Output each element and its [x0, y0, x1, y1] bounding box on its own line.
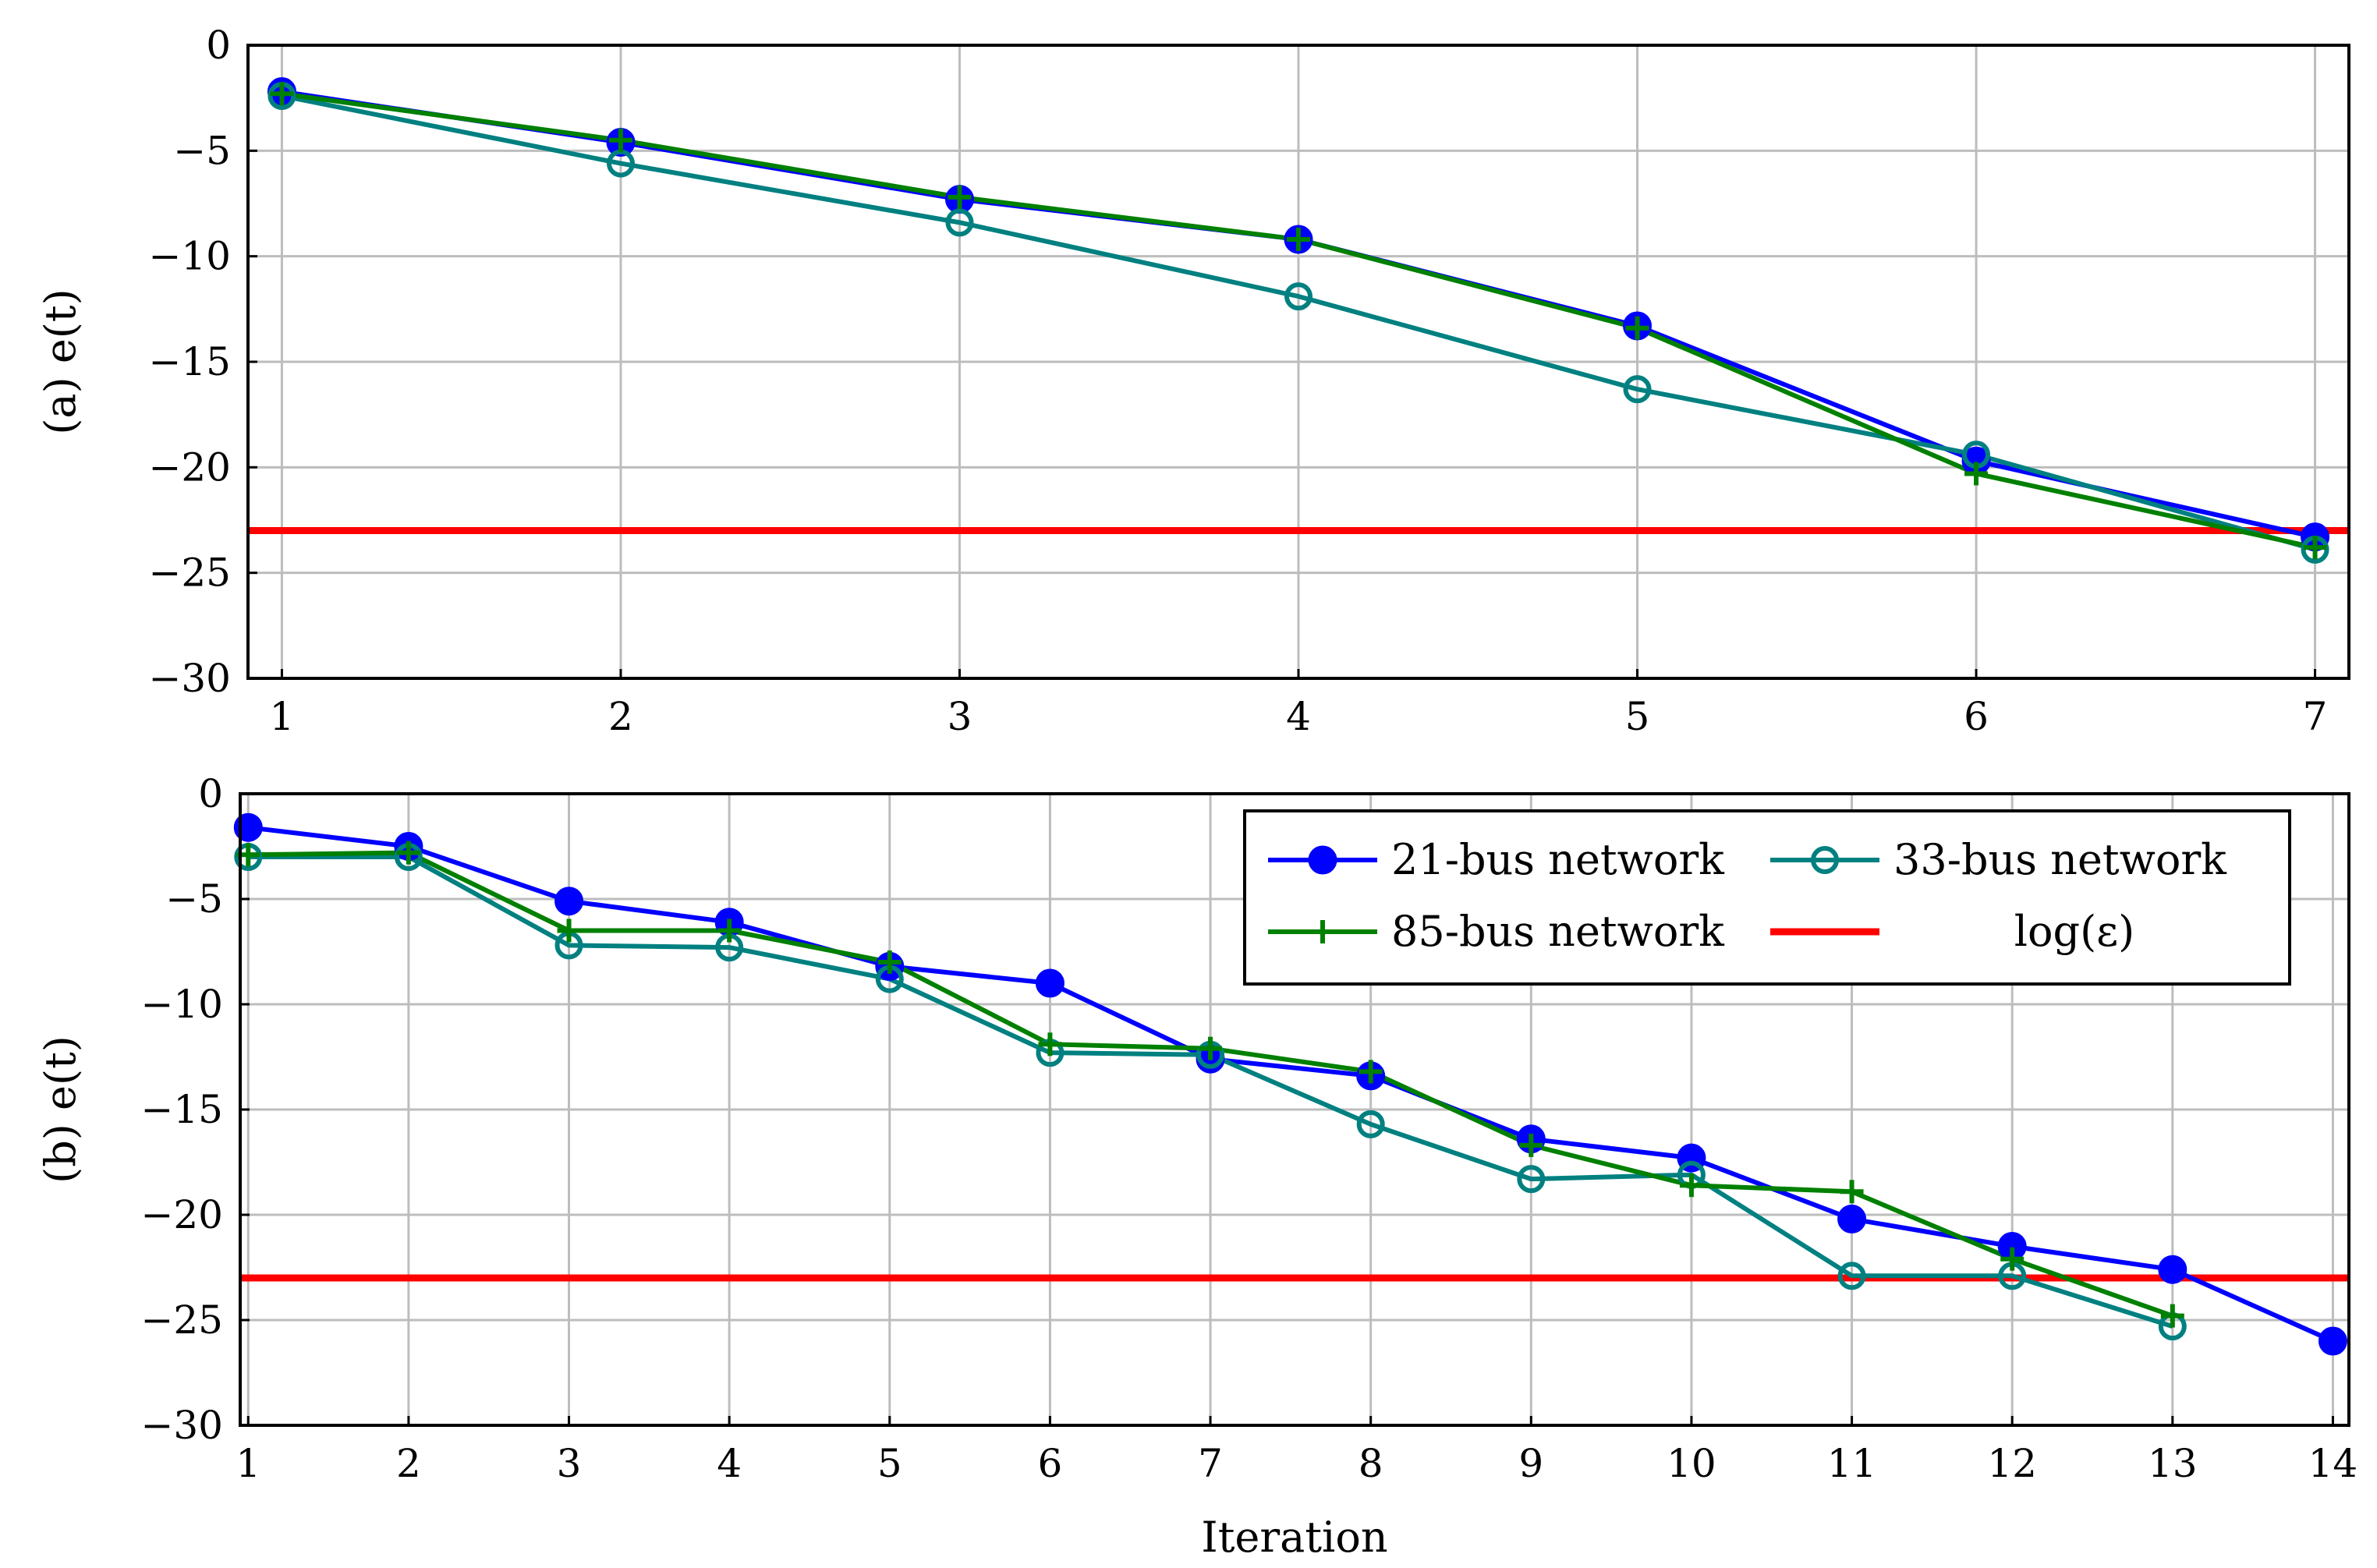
- panel-a-point-bus85-4: [1287, 228, 1310, 252]
- legend-label-threshold: log(ε): [2014, 907, 2134, 956]
- panel-b-xtick-label-9: 9: [1518, 1441, 1543, 1486]
- panel-a-ytick-label-1: −5: [173, 128, 231, 173]
- panel-a-point-bus85-3: [948, 185, 972, 209]
- panel-b-point-bus85-2: [396, 841, 420, 865]
- legend-marker-bus85: [1311, 920, 1334, 943]
- panel-b-point-bus33-8: [1356, 1110, 1385, 1138]
- legend-marker-bus33: [1811, 846, 1839, 874]
- panel-b-point-bus85-3: [557, 919, 581, 943]
- panel-a-xtick-label-7: 7: [2303, 694, 2328, 739]
- panel-b-xtick-label-4: 4: [717, 1441, 742, 1486]
- panel-b-ytick-label-1: −5: [165, 876, 223, 922]
- panel-b-xtick-label-1: 1: [236, 1441, 260, 1486]
- legend-box: [1243, 809, 2291, 986]
- panel-b-xtick-label-2: 2: [396, 1441, 421, 1486]
- panel-b-xtick-label-11: 11: [1827, 1441, 1877, 1486]
- panel-b-point-bus85-5: [877, 950, 902, 974]
- panel-b-xtick-label-10: 10: [1667, 1441, 1716, 1486]
- panel-b-point-bus85-8: [1359, 1060, 1383, 1084]
- panel-b-point-bus21-13: [2158, 1255, 2187, 1284]
- panel-a-xtick-label-5: 5: [1625, 694, 1650, 739]
- legend-label-bus85: 85-bus network: [1391, 907, 1725, 956]
- panel-b-xtick-label-6: 6: [1038, 1441, 1063, 1486]
- panel-a-point-bus33-4: [1284, 282, 1312, 311]
- legend-label-bus33: 33-bus network: [1893, 835, 2227, 884]
- panel-b-point-bus85-7: [1199, 1036, 1223, 1060]
- panel-a-point-bus85-2: [608, 128, 632, 152]
- panel-a-chart: 1 2 3 4 5 6 7 0 −5 −10 −15 −20 −25 −30 (a) e(t): [36, 23, 2350, 739]
- panel-b-xtick-label-5: 5: [877, 1441, 902, 1486]
- panel-a-ytick-label-0: 0: [206, 23, 231, 68]
- panel-b-xtick-label-12: 12: [1987, 1441, 2037, 1486]
- panel-b-point-bus21-6: [1035, 968, 1065, 998]
- panel-b-series-bus21-line: [247, 825, 2334, 1343]
- panel-a-xtick-label-4: 4: [1286, 694, 1311, 739]
- panel-b-point-bus85-10: [1679, 1173, 1703, 1198]
- panel-b-chart: 1 2 3 4 5 6 7 8 9 10 11 12 13 140−5−10−15−20−25−30(b)…: [36, 771, 2358, 1562]
- panel-a-xtick-label-3: 3: [948, 694, 972, 739]
- panel-b-xtick-label-13: 13: [2148, 1441, 2198, 1486]
- panel-a-xtick-label-2: 2: [608, 694, 633, 739]
- panel-b-xtick-label-3: 3: [557, 1441, 582, 1486]
- panel-a-point-bus85-7: [2303, 536, 2327, 560]
- panel-a-ytick-label-6: −30: [148, 656, 231, 701]
- panel-b-point-bus85-9: [1519, 1133, 1543, 1157]
- panel-b-ytick-label-5: −25: [140, 1297, 223, 1343]
- panel-b-xtick-label-8: 8: [1359, 1441, 1383, 1486]
- panel-b-point-bus85-11: [1840, 1180, 1864, 1204]
- panel-b-point-bus85-12: [2000, 1247, 2025, 1271]
- panel-b-point-bus85-13: [2160, 1304, 2184, 1328]
- legend-marker-bus21: [1308, 845, 1337, 875]
- panel-b-ylabel: (b) e(t): [36, 1035, 85, 1184]
- panel-b-point-bus21-11: [1837, 1204, 1867, 1234]
- panel-a-ytick-label-4: −20: [148, 444, 231, 490]
- panel-a-ytick-label-2: −10: [148, 234, 231, 279]
- panel-a-point-bus33-5: [1623, 375, 1652, 404]
- panel-a-ylabel: (a) e(t): [36, 288, 85, 434]
- panel-b-point-bus85-6: [1038, 1032, 1062, 1057]
- panel-b-point-bus85-4: [717, 919, 742, 943]
- panel-b-xtick-label-7: 7: [1198, 1441, 1223, 1486]
- panel-a-point-bus33-3: [945, 208, 974, 237]
- legend-label-bus21: 21-bus network: [1391, 835, 1725, 884]
- panel-b-ytick-label-6: −30: [140, 1403, 223, 1448]
- panel-a-xtick-label-6: 6: [1964, 694, 1989, 739]
- panel-b-ytick-label-2: −10: [140, 982, 223, 1027]
- panel-b-ytick-label-0: 0: [198, 771, 223, 816]
- panel-b-ytick-label-4: −20: [140, 1192, 223, 1237]
- legend: 21-bus network 33-bus network 85-bus netwo…: [1243, 809, 2291, 986]
- panel-b-xlabel: Iteration: [1201, 1513, 1387, 1562]
- panel-b-point-bus33-11: [1837, 1262, 1866, 1290]
- panel-a-xtick-label-1: 1: [270, 694, 295, 739]
- panel-a-point-bus85-5: [1625, 316, 1649, 340]
- panel-b-xtick-label-14: 14: [2308, 1441, 2358, 1486]
- panel-a-ytick-label-5: −25: [148, 550, 231, 596]
- panel-b-point-bus33-9: [1517, 1165, 1546, 1194]
- panel-a-point-bus85-1: [270, 82, 294, 106]
- panel-b-point-bus21-3: [554, 887, 584, 916]
- panel-b-point-bus21-14: [2318, 1326, 2347, 1356]
- panel-a-ytick-label-3: −15: [148, 339, 231, 384]
- panel-b-ytick-label-3: −15: [140, 1087, 223, 1132]
- panel-a-point-bus85-6: [1964, 462, 1989, 486]
